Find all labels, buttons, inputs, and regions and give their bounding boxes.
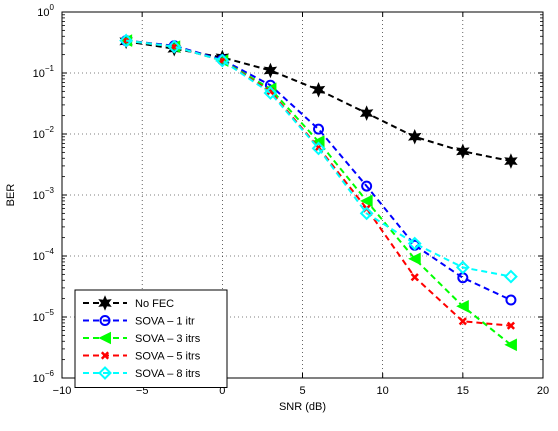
y-tick-label: 10−4 xyxy=(33,247,55,263)
circle-marker xyxy=(505,294,517,306)
triangle-marker xyxy=(98,331,111,345)
data-point xyxy=(361,180,373,192)
y-tick-label: 100 xyxy=(37,3,54,19)
data-point xyxy=(407,236,422,251)
data-point xyxy=(408,129,422,145)
data-point xyxy=(456,143,470,160)
diamond-marker xyxy=(98,366,112,380)
data-point xyxy=(313,123,325,135)
x-tick-label: 15 xyxy=(457,385,469,397)
series-5 xyxy=(119,33,518,284)
circle-marker xyxy=(313,123,325,135)
data-point xyxy=(360,194,373,208)
x-marker-stroke xyxy=(458,317,467,326)
x-tick-label: 0 xyxy=(219,385,225,397)
diamond-marker xyxy=(504,269,518,284)
series-line xyxy=(126,39,512,278)
y-tick-label: 10−1 xyxy=(33,64,55,80)
triangle-marker xyxy=(504,338,517,352)
data-point xyxy=(504,269,518,284)
data-point xyxy=(98,295,112,311)
data-point xyxy=(408,252,421,266)
data-point xyxy=(504,153,518,169)
diamond-marker xyxy=(167,39,182,54)
data-point xyxy=(99,315,111,326)
y-axis-label: BER xyxy=(5,184,17,207)
data-point xyxy=(98,331,111,345)
data-point xyxy=(359,105,374,121)
hexagram-marker xyxy=(504,153,518,169)
grid xyxy=(62,12,543,378)
data-point xyxy=(263,62,278,79)
diamond-marker xyxy=(263,86,278,100)
hexagram-marker xyxy=(359,105,374,121)
x-axis-label: SNR (dB) xyxy=(279,401,326,413)
data-point xyxy=(98,366,112,380)
diamond-marker xyxy=(407,236,422,251)
y-tick-label: 10−5 xyxy=(33,308,55,324)
x-tick-label: −10 xyxy=(53,385,72,397)
legend-label: SOVA – 8 itrs xyxy=(135,368,201,380)
data-point xyxy=(167,39,182,54)
hexagram-marker xyxy=(263,62,278,79)
x-tick-label: 10 xyxy=(377,385,389,397)
circle-marker xyxy=(99,315,111,326)
y-tick-label: 10−2 xyxy=(33,125,55,141)
legend-item: SOVA – 3 itrs xyxy=(83,331,201,345)
data-point xyxy=(410,273,419,282)
data-point xyxy=(359,206,374,221)
data-point xyxy=(506,321,516,330)
legend-label: No FEC xyxy=(135,298,174,310)
hexagram-marker xyxy=(311,82,326,98)
data-point xyxy=(505,294,517,306)
legend-item: SOVA – 8 itrs xyxy=(83,366,201,380)
data-point xyxy=(458,317,467,326)
hexagram-marker xyxy=(98,295,112,311)
x-marker-stroke xyxy=(506,321,516,330)
triangle-marker xyxy=(408,252,421,266)
legend-item: SOVA – 5 itrs xyxy=(83,351,201,363)
data-point xyxy=(504,338,517,352)
diamond-marker xyxy=(311,141,326,156)
data-point xyxy=(215,53,230,68)
legend-label: SOVA – 5 itrs xyxy=(135,351,201,363)
data-point xyxy=(456,299,469,313)
hexagram-marker xyxy=(456,143,470,160)
legend-label: SOVA – 1 itr xyxy=(135,316,195,328)
data-point xyxy=(311,82,326,98)
y-tick-label: 10−6 xyxy=(33,369,55,385)
y-tick-label: 10−3 xyxy=(33,186,55,202)
triangle-marker xyxy=(360,194,373,208)
data-point xyxy=(100,351,110,360)
x-marker-stroke xyxy=(100,351,110,360)
legend-label: SOVA – 3 itrs xyxy=(135,333,201,345)
diamond-marker xyxy=(119,33,134,48)
series-layer xyxy=(119,33,518,352)
x-marker-stroke xyxy=(410,273,419,282)
x-tick-label: 20 xyxy=(537,385,549,397)
diamond-marker xyxy=(359,206,374,221)
circle-marker xyxy=(361,180,373,192)
diamond-marker xyxy=(215,53,230,68)
data-point xyxy=(311,141,326,156)
data-point xyxy=(455,260,470,275)
data-point xyxy=(119,33,134,48)
legend: No FEC SOVA – 1 itr SOVA – 3 itrs SOVA – 5 … xyxy=(74,289,228,388)
data-point xyxy=(263,86,278,100)
triangle-marker xyxy=(456,299,469,313)
legend-item: No FEC xyxy=(83,295,174,311)
legend-item: SOVA – 1 itr xyxy=(83,315,195,328)
hexagram-marker xyxy=(408,129,422,145)
x-tick-label: 5 xyxy=(299,385,305,397)
diamond-marker xyxy=(455,260,470,275)
